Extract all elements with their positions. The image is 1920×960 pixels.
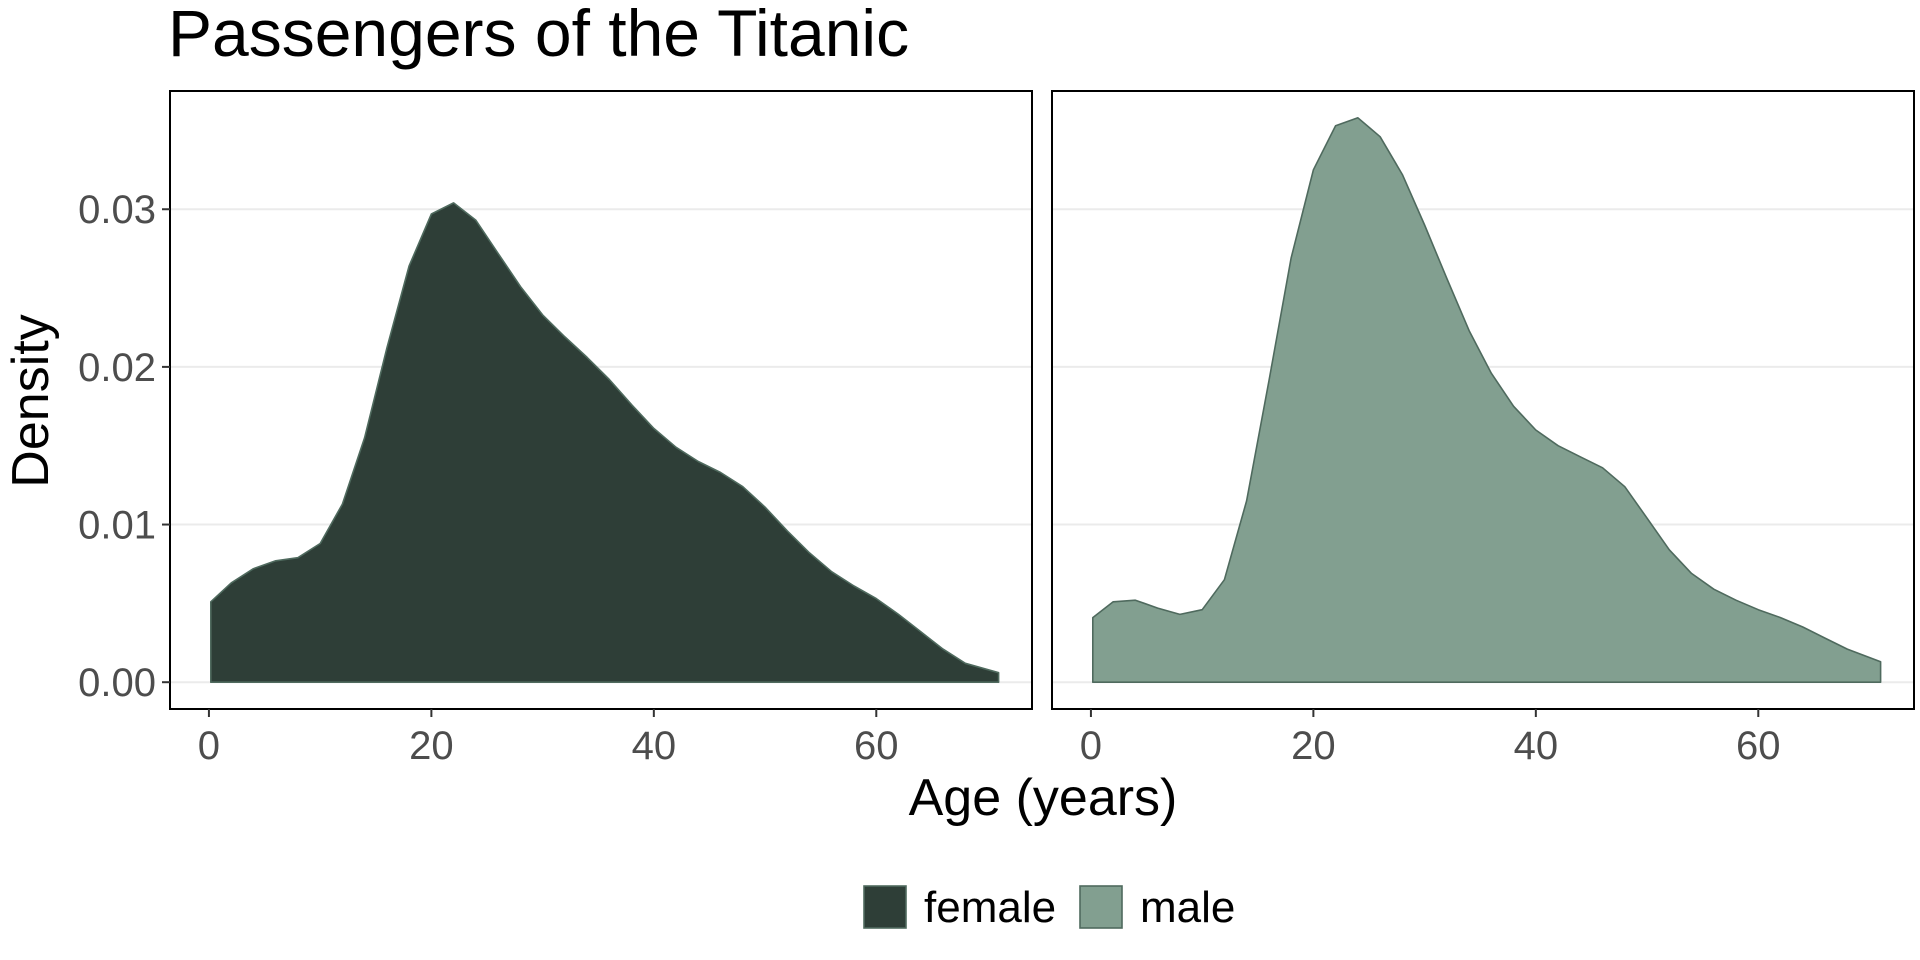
density-area-male — [1092, 117, 1882, 683]
y-tick-label: 0.03 — [78, 188, 156, 232]
panel-border — [169, 90, 1033, 710]
x-tick-label: 20 — [1291, 724, 1336, 768]
x-tick-label: 0 — [198, 724, 220, 768]
panel-border — [1051, 90, 1915, 710]
y-tick-label: 0.02 — [78, 346, 156, 390]
y-tick-label: 0.01 — [78, 504, 156, 548]
x-tick-label: 0 — [1080, 724, 1102, 768]
x-axis-title: Age (years) — [909, 769, 1178, 827]
legend-item-male: male — [1079, 883, 1235, 932]
x-tick-label: 20 — [409, 724, 454, 768]
legend-swatch-female — [863, 885, 907, 929]
y-axis-title: Density — [2, 314, 60, 487]
y-tick-label: 0.00 — [78, 661, 156, 705]
legend-swatch-male — [1079, 885, 1123, 929]
x-tick-label: 40 — [632, 724, 677, 768]
density-area-female — [210, 202, 1000, 683]
x-tick-label: 40 — [1514, 724, 1559, 768]
legend-label-male: male — [1140, 883, 1235, 932]
chart-title: Passengers of the Titanic — [168, 0, 909, 70]
facet-panel-female: 0 20 40 60 0.00 0.01 0.02 0.03 — [78, 90, 1033, 768]
facet-panel-male: 0 20 40 60 — [1051, 90, 1915, 768]
x-tick-label: 60 — [1736, 724, 1781, 768]
legend: female male — [863, 883, 1235, 932]
legend-label-female: female — [924, 883, 1056, 932]
x-tick-label: 60 — [854, 724, 899, 768]
legend-item-female: female — [863, 883, 1056, 932]
